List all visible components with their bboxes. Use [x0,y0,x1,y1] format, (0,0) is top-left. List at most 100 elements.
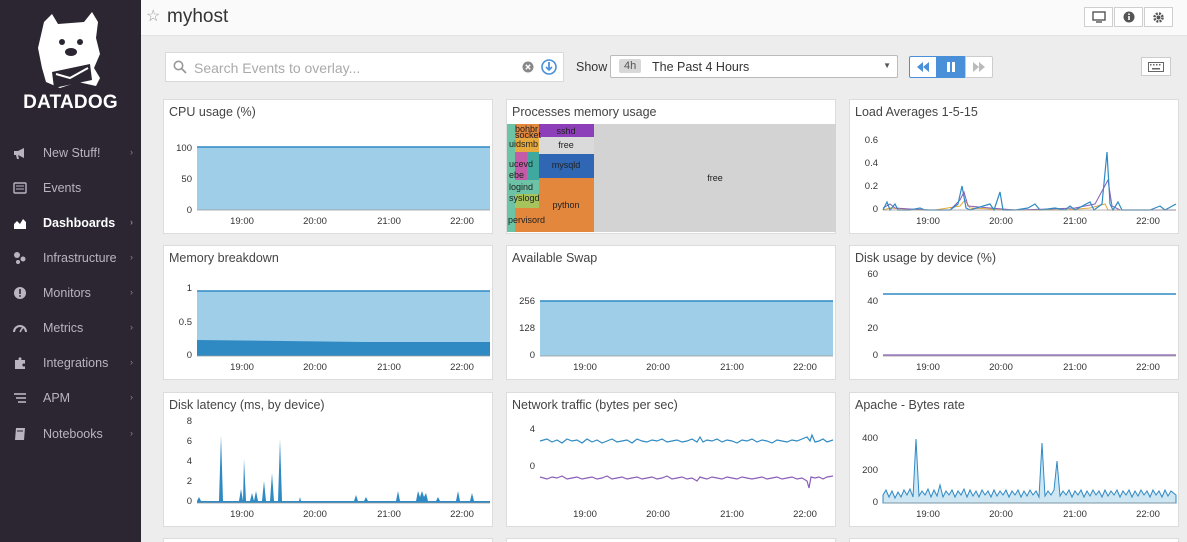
svg-text:bohbr: bohbr [515,124,538,134]
svg-text:60: 60 [867,269,878,280]
settings-button[interactable] [1144,7,1173,27]
cpu-usage-chart: 100 50 0 19:00 20:00 21:00 22:00 [176,143,490,227]
svg-text:21:00: 21:00 [720,509,744,520]
favorite-star-icon[interactable]: ☆ [146,8,161,25]
network-traffic-chart: 4 0 19:00 20:00 21:00 22:00 [530,424,834,520]
search-input[interactable] [194,58,514,78]
svg-text:2: 2 [187,476,192,487]
widget-title: Disk usage by device (%) [855,251,997,265]
treemap-cell-python [539,178,594,232]
widget-title: Apache - Bytes rate [855,398,965,412]
sidebar-item-label: APM [43,391,71,405]
dropdown-caret-icon: ▼ [883,61,891,70]
widget-network-traffic[interactable]: Network traffic (bytes per sec) 4 0 19:0… [506,392,836,527]
svg-text:0: 0 [873,204,878,215]
svg-text:128: 128 [519,323,535,334]
clear-search-icon[interactable] [522,61,534,73]
svg-text:40: 40 [867,296,878,307]
event-search-box[interactable] [165,52,564,82]
sidebar-item-events[interactable]: Events [0,171,141,205]
x-tick: 19:00 [230,216,254,227]
keyboard-icon [1148,61,1164,72]
sidebar-item-monitors[interactable]: Monitors › [0,276,141,310]
sidebar-item-label: Dashboards [43,216,116,230]
gauge-icon [12,321,28,335]
megaphone-icon [12,146,28,160]
widget-available-swap[interactable]: Available Swap 256 128 0 19:00 20:00 21:… [506,245,836,380]
datadog-logo[interactable] [0,8,141,118]
rewind-icon [917,62,929,72]
svg-text:1: 1 [187,283,192,294]
svg-text:0.6: 0.6 [865,135,878,146]
page-title: myhost [167,6,229,27]
network-nodes-icon [12,251,28,265]
sidebar-item-notebooks[interactable]: Notebooks › [0,417,141,451]
svg-text:21:00: 21:00 [1063,509,1087,520]
fast-forward-icon [973,62,985,72]
timeframe-select[interactable]: 4h The Past 4 Hours ▼ [610,55,898,78]
svg-text:0.5: 0.5 [179,317,192,328]
widget-title: Memory breakdown [169,251,279,265]
widget-memory-breakdown[interactable]: Memory breakdown 1 0.5 0 19:00 20:00 21:… [163,245,493,380]
widget-apache-bytes-rate[interactable]: Apache - Bytes rate 400 200 0 19:00 20:0… [849,392,1179,527]
sidebar-item-apm[interactable]: APM › [0,381,141,415]
svg-text:20:00: 20:00 [989,509,1013,520]
area-chart-icon [12,216,28,230]
svg-text:19:00: 19:00 [916,362,940,373]
svg-text:syslogd: syslogd [509,193,540,203]
sidebar-item-integrations[interactable]: Integrations › [0,346,141,380]
svg-text:python: python [552,200,579,210]
svg-text:19:00: 19:00 [573,362,597,373]
svg-text:0.4: 0.4 [865,158,878,169]
widget-disk-usage[interactable]: Disk usage by device (%) 60 40 20 0 19:0… [849,245,1179,380]
svg-text:0: 0 [187,496,192,507]
widget-load-averages[interactable]: Load Averages 1-5-15 0.6 0.4 0.2 0 19:00… [849,99,1179,234]
chevron-right-icon: › [130,287,133,297]
tv-mode-button[interactable] [1084,7,1113,27]
chevron-right-icon: › [130,322,133,332]
alert-circle-icon [12,286,28,300]
svg-text:21:00: 21:00 [1063,362,1087,373]
svg-text:22:00: 22:00 [1136,216,1160,227]
svg-text:19:00: 19:00 [916,216,940,227]
svg-text:21:00: 21:00 [377,362,401,373]
fast-forward-button[interactable] [965,56,993,78]
rewind-button[interactable] [909,56,937,78]
treemap-cell-free-small [539,137,594,154]
svg-text:20:00: 20:00 [303,362,327,373]
widget-title: Disk latency (ms, by device) [169,398,325,412]
svg-text:0.2: 0.2 [865,181,878,192]
sidebar-item-metrics[interactable]: Metrics › [0,311,141,345]
sidebar-item-infrastructure[interactable]: Infrastructure › [0,241,141,275]
sidebar-item-label: New Stuff! [43,146,101,160]
svg-text:21:00: 21:00 [377,509,401,520]
svg-text:uidsmb: uidsmb [509,139,538,149]
sidebar-item-label: Events [43,181,82,195]
list-lines-icon [12,391,28,405]
keyboard-shortcuts-button[interactable] [1141,57,1171,76]
sidebar-item-dashboards[interactable]: Dashboards › [0,206,141,240]
svg-text:19:00: 19:00 [230,362,254,373]
svg-text:free: free [707,173,723,183]
info-button[interactable] [1114,7,1143,27]
svg-text:free: free [558,140,574,150]
widget-title: Network traffic (bytes per sec) [512,398,678,412]
widget-cpu-usage[interactable]: CPU usage (%) 100 50 0 19:00 20:00 21:00… [163,99,493,234]
pause-button[interactable] [937,56,965,78]
search-icon [173,60,187,74]
show-label: Show [576,60,608,74]
widget-disk-latency[interactable]: Disk latency (ms, by device) 8 6 4 2 0 1… [163,392,493,527]
apache-bytes-rate-chart: 400 200 0 19:00 20:00 21:00 22:00 [862,433,1177,520]
timeframe-short-badge: 4h [619,59,642,73]
y-tick: 100 [176,143,192,154]
svg-text:ebe: ebe [509,170,524,180]
load-averages-chart: 0.6 0.4 0.2 0 19:00 20:00 21:00 22:00 [865,135,1177,227]
svg-text:0: 0 [873,350,878,361]
overlay-events-icon[interactable] [541,59,557,75]
svg-text:0: 0 [187,350,192,361]
svg-text:256: 256 [519,296,535,307]
svg-text:4: 4 [187,456,192,467]
svg-text:4: 4 [530,424,535,435]
sidebar-item-new-stuff[interactable]: New Stuff! › [0,136,141,170]
widget-processes-memory[interactable]: Processes memory usage sshd free mysqld … [506,99,836,234]
